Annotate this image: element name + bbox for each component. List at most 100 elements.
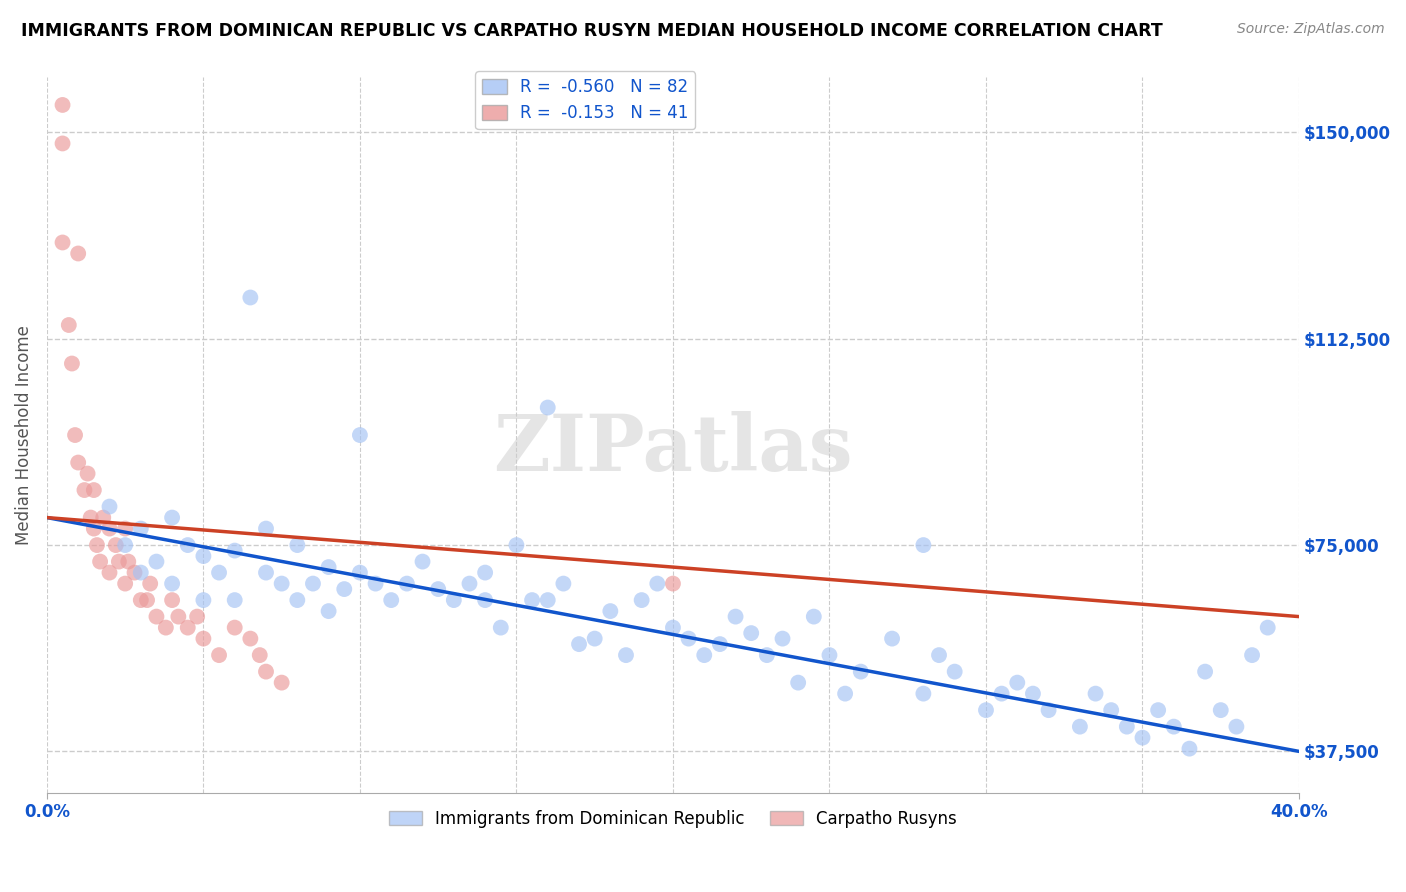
Point <box>709 637 731 651</box>
Point <box>51 136 73 151</box>
Point <box>129 593 152 607</box>
Point <box>349 566 371 580</box>
Point <box>412 555 434 569</box>
Point <box>270 576 292 591</box>
Point <box>645 576 668 591</box>
Point <box>177 538 200 552</box>
Point <box>474 566 496 580</box>
Point <box>395 576 418 591</box>
Point <box>270 675 292 690</box>
Point <box>302 576 325 591</box>
Point <box>333 582 356 596</box>
Point <box>254 566 277 580</box>
Legend: Immigrants from Dominican Republic, Carpatho Rusyns: Immigrants from Dominican Republic, Carp… <box>382 803 965 834</box>
Point <box>724 609 747 624</box>
Point <box>662 621 685 635</box>
Point <box>160 593 183 607</box>
Point <box>63 428 86 442</box>
Point <box>1084 687 1107 701</box>
Point <box>129 522 152 536</box>
Point <box>772 632 794 646</box>
Point <box>693 648 716 662</box>
Point <box>177 621 200 635</box>
Point <box>1007 675 1029 690</box>
Point <box>349 428 371 442</box>
Point <box>208 648 231 662</box>
Point <box>1099 703 1122 717</box>
Point <box>834 687 856 701</box>
Point <box>254 522 277 536</box>
Point <box>239 291 262 305</box>
Point <box>505 538 527 552</box>
Point <box>83 522 105 536</box>
Point <box>155 621 177 635</box>
Point <box>583 632 606 646</box>
Point <box>193 593 215 607</box>
Point <box>114 576 136 591</box>
Point <box>80 510 103 524</box>
Point <box>1163 720 1185 734</box>
Point <box>89 555 111 569</box>
Point <box>60 357 83 371</box>
Point <box>537 593 560 607</box>
Point <box>117 555 139 569</box>
Point <box>86 538 108 552</box>
Point <box>67 246 90 260</box>
Point <box>193 549 215 563</box>
Point <box>136 593 159 607</box>
Point <box>285 538 308 552</box>
Point <box>1178 741 1201 756</box>
Point <box>928 648 950 662</box>
Point <box>1069 720 1091 734</box>
Y-axis label: Median Household Income: Median Household Income <box>15 325 32 545</box>
Point <box>1241 648 1264 662</box>
Point <box>67 456 90 470</box>
Point <box>139 576 162 591</box>
Point <box>443 593 465 607</box>
Point <box>98 522 121 536</box>
Point <box>1038 703 1060 717</box>
Point <box>51 98 73 112</box>
Point <box>224 593 246 607</box>
Point <box>98 566 121 580</box>
Point <box>98 500 121 514</box>
Point <box>489 621 512 635</box>
Point <box>124 566 146 580</box>
Point <box>458 576 481 591</box>
Point <box>160 576 183 591</box>
Point <box>129 566 152 580</box>
Point <box>208 566 231 580</box>
Point <box>83 483 105 497</box>
Point <box>76 467 98 481</box>
Point <box>990 687 1012 701</box>
Point <box>1115 720 1137 734</box>
Point <box>224 621 246 635</box>
Point <box>1225 720 1247 734</box>
Point <box>167 609 190 624</box>
Point <box>974 703 997 717</box>
Point <box>599 604 621 618</box>
Point <box>912 687 935 701</box>
Point <box>1022 687 1045 701</box>
Point <box>943 665 966 679</box>
Point <box>104 538 127 552</box>
Point <box>108 555 131 569</box>
Point <box>114 538 136 552</box>
Point <box>537 401 560 415</box>
Point <box>380 593 402 607</box>
Point <box>160 510 183 524</box>
Point <box>630 593 652 607</box>
Point <box>249 648 271 662</box>
Point <box>1132 731 1154 745</box>
Point <box>254 665 277 679</box>
Point <box>803 609 825 624</box>
Point <box>239 632 262 646</box>
Text: Source: ZipAtlas.com: Source: ZipAtlas.com <box>1237 22 1385 37</box>
Point <box>1147 703 1170 717</box>
Point <box>318 560 340 574</box>
Point <box>58 318 80 332</box>
Point <box>1209 703 1232 717</box>
Point <box>1257 621 1279 635</box>
Point <box>880 632 903 646</box>
Point <box>1194 665 1216 679</box>
